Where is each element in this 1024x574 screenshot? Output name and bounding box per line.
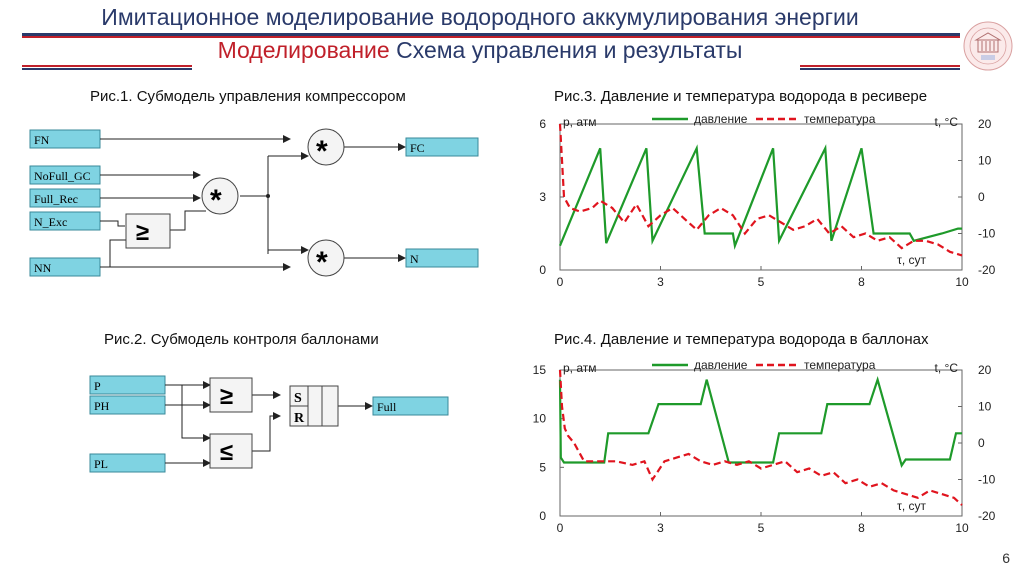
fig3-temperature-line [558, 123, 963, 257]
fig1-comparator-symbol: ≥ [136, 219, 149, 246]
header-divider-red [22, 36, 960, 38]
fig3-y2tick-label: 20 [978, 117, 992, 131]
fig3-y2tick-label: -20 [978, 263, 996, 277]
fig2-output-full-label: Full [377, 400, 397, 414]
fig3-xtick-label: 5 [758, 275, 765, 289]
fig1-input-nofull-label: NoFull_GC [34, 169, 91, 183]
fig2-input-p [89, 375, 166, 395]
fig3-pressure-line [558, 144, 962, 250]
fig3-ytick-label: 6 [539, 117, 546, 131]
university-logo [963, 21, 1013, 71]
fig4-ytick-label: 0 [539, 509, 546, 523]
fig4-y2tick-label: 10 [978, 400, 992, 414]
fig4-ytick-label: 15 [533, 363, 547, 377]
fig2-le-block [209, 433, 253, 469]
fig3-xtick-label: 10 [955, 275, 969, 289]
fig3-y2tick-label: 0 [978, 190, 985, 204]
fig2-ge-symbol: ≥ [220, 383, 233, 410]
fig3-legend-temperature: температура [804, 112, 876, 126]
fig4-xtick-label: 10 [955, 521, 969, 535]
fig4-xlabel: τ, сут [897, 499, 926, 513]
fig3-xlabel: τ, сут [897, 253, 926, 267]
header-divider-navy [22, 33, 960, 36]
fig1-comparator-block [125, 213, 171, 249]
subtitle-text: Схема управления и результаты [389, 37, 743, 63]
fig1-input-nexc-label: N_Exc [34, 215, 67, 229]
fig3-receiver-chart: 0 3 5 8 10 0 3 6 20 10 0 -10 -20 р, атм t, °C τ, сут дав… [539, 112, 996, 289]
subtitle-highlight: Моделирование [217, 37, 390, 63]
fig1-mult-bottom [307, 239, 345, 277]
fig4-y2tick-label: 0 [978, 436, 985, 450]
fig3-ylabel: р, атм [563, 115, 597, 129]
fig4-legend-pressure: давление [694, 358, 748, 372]
fig1-output-fc-label: FC [410, 141, 425, 155]
fig4-xtick-label: 0 [557, 521, 564, 535]
fig3-legend-pressure: давление [694, 112, 748, 126]
fig3-y2label: t, °C [935, 115, 959, 129]
fig2-input-ph-label: PH [94, 399, 110, 413]
fig1-input-fullrec-label: Full_Rec [34, 192, 78, 206]
subtitle-divider-navy [22, 68, 192, 70]
fig2-s-label: S [294, 391, 302, 406]
fig3-xtick-label: 3 [657, 275, 664, 289]
fig3-ytick-label: 3 [539, 190, 546, 204]
fig1-compressor-diagram: FN NoFull_GC Full_Rec N_Exc NN ≥ * * * F… [29, 128, 479, 279]
fig2-le-symbol: ≤ [220, 439, 233, 466]
fig2-input-p-label: P [94, 379, 101, 393]
slide-subtitle: Моделирование Схема управления и результ… [0, 37, 960, 64]
fig2-cylinder-diagram: P PH PL ≥ ≤ S R Full [89, 375, 449, 473]
fig4-caption: Рис.4. Давление и температура водорода в… [554, 331, 929, 348]
fig2-input-pl-label: PL [94, 457, 108, 471]
fig2-caption: Рис.2. Субмодель контроля баллонами [104, 331, 379, 348]
page-number: 6 [1002, 550, 1010, 566]
fig3-ytick-label: 0 [539, 263, 546, 277]
fig2-output-full [372, 396, 449, 416]
fig1-mult-top [307, 128, 345, 166]
fig4-xtick-label: 5 [758, 521, 765, 535]
fig4-cylinder-chart: 0 3 5 8 10 0 5 10 15 20 10 0 -10 -20 р, атм t, °C τ, сут… [533, 358, 996, 535]
fig4-plot-frame [559, 369, 963, 517]
fig4-ytick-label: 10 [533, 412, 547, 426]
fig1-caption: Рис.1. Субмодель управления компрессором [90, 88, 406, 105]
fig1-input-fn-label: FN [34, 133, 50, 147]
fig1-mult-middle-symbol: * [210, 184, 222, 217]
fig4-legend-temperature: температура [804, 358, 876, 372]
fig3-y2tick-label: 10 [978, 154, 992, 168]
fig3-xtick-label: 8 [858, 275, 865, 289]
fig4-xtick-label: 8 [858, 521, 865, 535]
fig4-ylabel: р, атм [563, 361, 597, 375]
slide-title: Имитационное моделирование водородного а… [101, 4, 859, 30]
fig3-y2tick-label: -10 [978, 227, 996, 241]
fig4-ytick-label: 5 [539, 460, 546, 474]
fig4-xtick-label: 3 [657, 521, 664, 535]
subtitle-divider-red [22, 65, 192, 67]
fig4-y2tick-label: 20 [978, 363, 992, 377]
fig3-xtick-label: 0 [557, 275, 564, 289]
fig4-y2tick-label: -10 [978, 473, 996, 487]
fig1-output-n-label: N [410, 252, 419, 266]
fig4-temperature-line [558, 369, 963, 506]
fig4-pressure-line [558, 375, 962, 468]
fig4-y2label: t, °C [935, 361, 959, 375]
subtitle-divider-navy-right [800, 68, 960, 70]
fig3-caption: Рис.3. Давление и температура водорода в… [554, 88, 928, 105]
fig1-output-fc [405, 137, 479, 157]
subtitle-divider-red-right [800, 65, 960, 67]
fig2-ge-block [209, 377, 253, 413]
fig1-output-n [405, 248, 479, 268]
fig1-mult-middle [201, 177, 239, 215]
fig2-r-label: R [294, 411, 305, 426]
fig1-mult-bottom-symbol: * [316, 246, 328, 279]
fig1-mult-top-symbol: * [316, 135, 328, 168]
fig1-input-nn-label: NN [34, 261, 52, 275]
fig4-y2tick-label: -20 [978, 509, 996, 523]
